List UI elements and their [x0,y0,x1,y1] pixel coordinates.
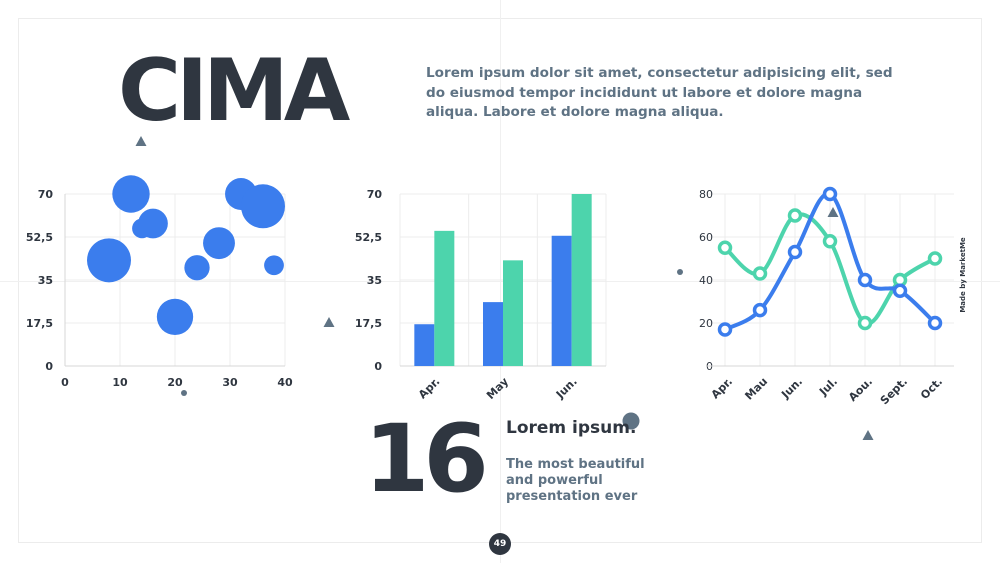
line-point-series-2 [752,266,768,281]
guide-line-horizontal [0,281,1000,282]
bubble-point [203,227,235,260]
bubble-point [112,175,150,213]
line-point-series-2 [927,251,943,266]
line-y-tick-label: 20 [699,317,713,330]
dot-marker-2 [677,269,683,275]
bar-y-tick-label: 17,5 [355,317,382,330]
dot-marker-3 [622,412,640,430]
credit-text: Made by MarketMe [959,237,967,313]
bubble-x-tick-label: 10 [112,376,128,389]
bubble-point [184,255,210,281]
line-point-series-1 [752,302,768,318]
sub-title: Lorem ipsum. [506,418,637,438]
triangle-marker-3 [827,207,839,217]
big-number: 16 [364,405,489,514]
bar-mark-series-2 [503,260,523,366]
line-y-tick-label: 80 [699,188,713,201]
bubble-y-tick-label: 35 [38,274,53,287]
line-y-tick-label: 60 [699,231,713,244]
line-point-series-1 [717,322,733,337]
slide-title: CIMA [118,41,350,141]
bar-mark-series-1 [483,302,503,366]
line-point-series-1 [822,186,838,202]
bubble-point [264,255,284,276]
line-point-series-2 [787,208,803,223]
line-point-series-1 [787,244,803,260]
sub-text: The most beautiful and powerful presenta… [506,457,645,504]
bar-mark-series-1 [414,324,435,366]
bar-mark-series-2 [434,230,455,366]
bar-y-tick-label: 0 [374,360,382,373]
dot-marker-1 [181,390,187,396]
bar-mark-series-2 [571,194,592,366]
bubble-point [156,298,194,336]
line-point-series-1 [892,283,908,298]
bar-y-tick-label: 35 [367,274,382,287]
bubble-point [87,238,131,283]
bar-mark-series-1 [551,235,572,366]
triangle-marker-2 [323,317,335,327]
line-point-series-2 [717,240,733,255]
triangle-marker-1 [135,136,147,146]
bubble-y-tick-label: 52,5 [26,231,53,244]
line-point-series-2 [822,234,838,249]
bubble-y-tick-label: 0 [45,360,53,373]
bubble-point [241,184,285,229]
line-point-series-1 [927,315,943,331]
bubble-y-tick-label: 17,5 [26,317,53,330]
bubble-x-tick-label: 30 [222,376,238,389]
bubble-y-tick-label: 70 [38,188,54,201]
bar-y-tick-label: 52,5 [355,231,382,244]
bubble-point [138,208,168,239]
line-point-series-1 [857,272,873,288]
line-y-tick-label: 40 [699,274,713,287]
bubble-x-tick-label: 0 [61,376,69,389]
intro-paragraph: Lorem ipsum dolor sit amet, consectetur … [426,65,893,120]
bubble-x-tick-label: 20 [167,376,183,389]
bar-y-tick-label: 70 [367,188,383,201]
line-point-series-2 [857,315,873,331]
bubble-x-tick-label: 40 [277,376,293,389]
page-number-badge: 49 [489,533,511,555]
triangle-marker-4 [862,430,874,440]
